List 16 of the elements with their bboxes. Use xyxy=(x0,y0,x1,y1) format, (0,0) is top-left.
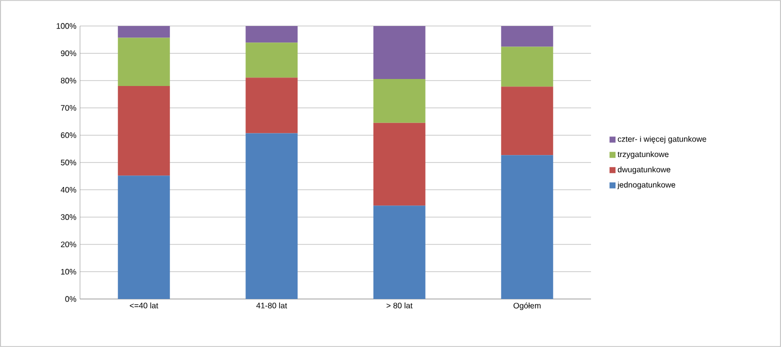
bar xyxy=(118,26,170,38)
bar xyxy=(501,26,554,47)
bar xyxy=(501,46,554,87)
bar xyxy=(373,26,426,79)
bar xyxy=(246,26,298,43)
bar xyxy=(373,78,426,123)
bar xyxy=(118,176,170,299)
bar xyxy=(373,206,426,299)
bar xyxy=(246,133,298,299)
bar xyxy=(118,38,170,86)
bar xyxy=(373,122,426,206)
bar xyxy=(501,86,554,156)
bar xyxy=(118,86,170,176)
bar xyxy=(246,78,298,134)
bar xyxy=(246,42,298,78)
bar xyxy=(501,155,554,299)
